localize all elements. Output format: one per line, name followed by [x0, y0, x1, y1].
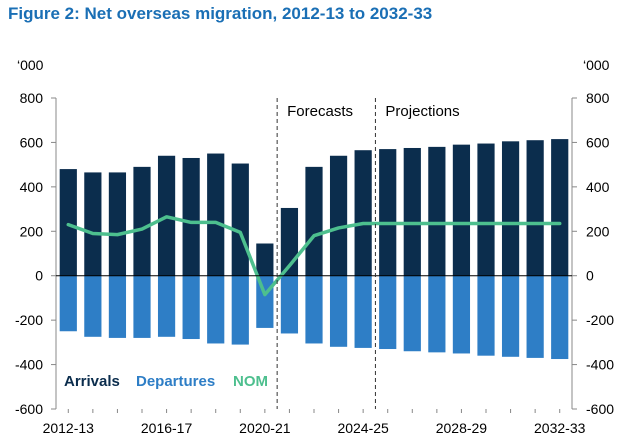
y-tick-label-right: -600	[586, 401, 614, 417]
y-tick-label-right: -400	[586, 357, 614, 373]
annotation-forecasts: Forecasts	[287, 103, 353, 120]
y-tick-label-left: 600	[20, 134, 44, 150]
bar-departures-2023-24	[329, 275, 348, 347]
bar-arrivals-2015-16	[133, 166, 151, 276]
bar-departures-2018-19	[207, 275, 225, 344]
y-tick-label-right: 400	[586, 179, 610, 195]
y-tick-label-right: 600	[586, 134, 610, 150]
legend-arrivals: Arrivals	[64, 373, 120, 390]
bar-departures-2015-16	[133, 275, 151, 338]
bar-departures-2026-27	[403, 275, 421, 352]
legend-departures: Departures	[136, 373, 215, 390]
bar-departures-2024-25	[354, 275, 372, 348]
y-tick-label-left: 200	[20, 223, 44, 239]
bar-departures-2022-23	[305, 275, 323, 344]
bar-arrivals-2017-18	[182, 157, 200, 276]
bar-departures-2025-26	[379, 275, 397, 350]
x-tick-label-2020-21: 2020-21	[239, 420, 291, 436]
unit-label-right: ‘000	[583, 57, 610, 73]
bar-arrivals-2027-28	[428, 146, 446, 276]
bar-arrivals-2031-32	[526, 140, 544, 276]
bar-departures-2032-33	[551, 275, 569, 360]
bar-departures-2031-32	[526, 275, 544, 358]
bar-arrivals-2030-31	[501, 141, 520, 276]
y-tick-label-left: -600	[15, 401, 43, 417]
y-tick-label-right: 200	[586, 223, 610, 239]
bar-arrivals-2028-29	[452, 144, 471, 276]
unit-label-left: ‘000	[17, 57, 44, 73]
bar-departures-2016-17	[157, 275, 176, 337]
bar-arrivals-2013-14	[84, 172, 102, 276]
bar-arrivals-2012-13	[59, 169, 77, 276]
bar-departures-2021-22	[280, 275, 299, 334]
bar-departures-2027-28	[428, 275, 446, 353]
annotation-projections: Projections	[385, 103, 459, 120]
bar-arrivals-2022-23	[305, 166, 323, 276]
y-tick-label-left: 400	[20, 179, 44, 195]
bar-arrivals-2018-19	[207, 153, 225, 276]
bar-arrivals-2020-21	[256, 243, 274, 276]
bar-arrivals-2023-24	[329, 155, 348, 276]
bar-departures-2029-30	[477, 275, 495, 356]
bar-departures-2013-14	[84, 275, 102, 337]
bar-departures-2030-31	[501, 275, 520, 357]
y-tick-label-left: 0	[35, 268, 43, 284]
bar-arrivals-2029-30	[477, 143, 495, 276]
chart-title: Figure 2: Net overseas migration, 2012-1…	[8, 4, 433, 23]
x-tick-label-2016-17: 2016-17	[141, 420, 193, 436]
y-tick-label-right: -200	[586, 312, 614, 328]
bar-departures-2017-18	[182, 275, 200, 340]
bar-departures-2028-29	[452, 275, 471, 354]
bar-departures-2012-13	[59, 275, 77, 332]
bar-arrivals-2026-27	[403, 147, 421, 276]
bar-departures-2014-15	[108, 275, 127, 338]
x-tick-label-2024-25: 2024-25	[337, 420, 389, 436]
x-tick-label-2032-33: 2032-33	[534, 420, 586, 436]
y-tick-label-right: 800	[586, 90, 610, 106]
y-tick-label-left: -400	[15, 357, 43, 373]
y-tick-label-left: 800	[20, 90, 44, 106]
bar-arrivals-2025-26	[379, 149, 397, 276]
bar-arrivals-2019-20	[231, 163, 249, 276]
legend-nom: NOM	[233, 373, 268, 390]
bar-arrivals-2024-25	[354, 150, 372, 276]
bar-arrivals-2014-15	[108, 172, 127, 276]
y-tick-label-left: -200	[15, 312, 43, 328]
x-tick-label-2028-29: 2028-29	[436, 420, 488, 436]
bar-departures-2019-20	[231, 275, 249, 345]
bar-arrivals-2032-33	[551, 139, 569, 276]
y-tick-label-right: 0	[586, 268, 594, 284]
x-tick-label-2012-13: 2012-13	[43, 420, 95, 436]
